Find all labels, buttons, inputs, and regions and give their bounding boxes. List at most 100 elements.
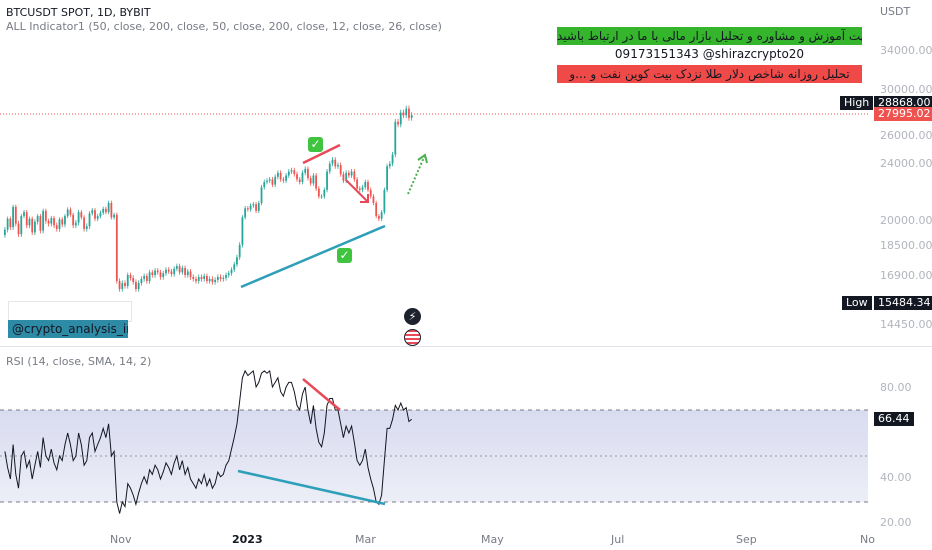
candle-body [334, 159, 337, 167]
candle-body [356, 179, 358, 189]
candle-body [50, 218, 53, 224]
candle-body [156, 270, 159, 273]
rsi-resistance-line [302, 378, 341, 411]
time-label-jul: Jul [611, 533, 625, 546]
candle-body [34, 221, 36, 233]
candle-body [230, 269, 233, 274]
indicator-title[interactable]: ALL Indicator1 (50, close, 200, close, 5… [6, 20, 442, 33]
candle-body [285, 175, 287, 181]
candle-body [85, 226, 88, 229]
candle-body [309, 178, 312, 184]
candle-body [405, 108, 408, 116]
candle-body [181, 267, 184, 273]
candle-body [126, 275, 129, 286]
candle-body [394, 121, 397, 155]
candle-body [170, 271, 173, 275]
candle-body [20, 216, 23, 235]
candle-body [167, 269, 170, 272]
candle-body [135, 282, 137, 289]
candle-body [61, 219, 64, 225]
rsi-line [4, 369, 413, 514]
rsi-title[interactable]: RSI (14, close, SMA, 14, 2) [6, 355, 152, 368]
candle-body [105, 208, 107, 213]
banner-line-1: جهت آموزش و مشاوره و تحلیل بازار مالی با… [557, 27, 862, 45]
candle-body [386, 166, 388, 190]
candle-body [31, 218, 34, 233]
candle-body [328, 163, 331, 172]
price-label-8: 14450.00 [880, 318, 932, 331]
rsi-label-80: 80.00 [880, 381, 912, 394]
candle-body [260, 187, 263, 203]
candle-body [80, 212, 83, 218]
down-arrow [345, 179, 369, 203]
candle-body [4, 229, 6, 236]
banner-line-2: 09173151343 @shirazcrypto20 [557, 45, 862, 63]
price-label-1: 34000.00 [880, 44, 932, 57]
candle-body [55, 225, 58, 229]
candle-body [227, 273, 230, 275]
candle-body [195, 279, 197, 281]
candle-body [249, 205, 252, 210]
resistance-trendline [302, 143, 341, 165]
rsi-value-badge: 66.44 [874, 412, 914, 426]
candle-body [301, 172, 304, 183]
price-axis-pane [868, 0, 932, 550]
candle-body [233, 264, 236, 270]
candle-body [173, 268, 176, 275]
candle-body [25, 212, 28, 226]
candle-body [143, 276, 146, 279]
candle-body [72, 214, 75, 226]
candle-body [214, 280, 217, 282]
candle-body [350, 171, 353, 176]
candle-body [154, 270, 156, 275]
watermark-white-bar [8, 301, 132, 322]
candle-body [369, 189, 372, 197]
candle-body [219, 277, 222, 279]
candle-body [17, 223, 20, 235]
candle-body [317, 188, 320, 197]
candle-body [402, 112, 405, 116]
candle-body [323, 189, 326, 197]
candle-body [263, 182, 266, 188]
candle-body [282, 179, 285, 181]
price-label-5: 20000.00 [880, 214, 932, 227]
candle-body [372, 196, 375, 203]
candle-body [331, 159, 334, 164]
candle-body [399, 112, 402, 125]
rsi-band [0, 410, 868, 502]
candle-body [99, 212, 102, 217]
candle-body [367, 182, 369, 190]
candle-body [268, 179, 271, 181]
candle-body [388, 163, 391, 167]
candle-body [74, 222, 77, 226]
current-price-badge: 27995.02 [874, 107, 932, 121]
lightning-icon[interactable]: ⚡ [404, 308, 421, 325]
candle-body [91, 210, 94, 214]
candle-body [184, 267, 186, 275]
us-flag-icon[interactable] [404, 329, 421, 346]
candle-body [44, 210, 47, 221]
candle-body [307, 168, 309, 179]
candle-body [375, 202, 378, 217]
candle-body [113, 214, 115, 218]
candle-body [312, 175, 315, 184]
candle-body [383, 189, 386, 213]
candle-body [271, 179, 274, 185]
candle-body [378, 216, 380, 219]
candle-body [115, 214, 118, 281]
candle-body [208, 279, 211, 281]
candle-body [178, 266, 181, 273]
candle-body [124, 283, 126, 286]
candle-body [189, 271, 192, 277]
candle-body [257, 202, 260, 211]
candle-body [151, 272, 154, 275]
candle-body [337, 164, 339, 167]
candle-body [64, 216, 66, 225]
candle-body [410, 115, 413, 118]
price-label-7: 16900.00 [880, 269, 932, 282]
candle-body [298, 179, 301, 183]
candle-body [274, 176, 277, 185]
up-arrow [407, 153, 428, 195]
symbol-title[interactable]: BTCUSDT SPOT, 1D, BYBIT [6, 6, 151, 19]
banner-line-3: تحلیل روزانه شاخص دلار طلا نزدک بیت کوین… [557, 65, 862, 83]
